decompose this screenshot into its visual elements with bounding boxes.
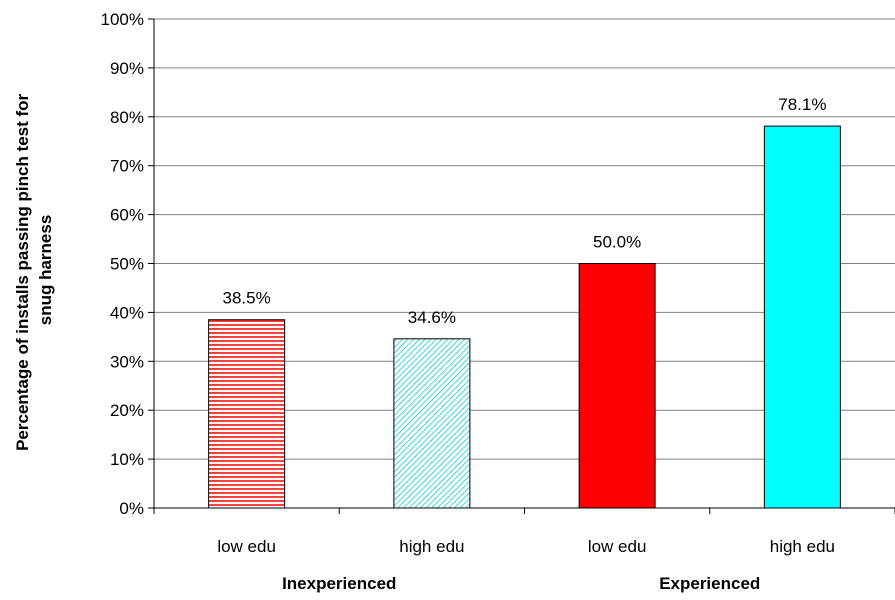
- bar-1: [208, 319, 286, 509]
- x-category-label: low edu: [217, 537, 276, 556]
- y-tick-label: 40%: [110, 303, 144, 322]
- y-tick-label: 0%: [119, 499, 144, 518]
- y-axis-title: Percentage of installs passing pinch tes…: [13, 89, 55, 451]
- x-group-label: Inexperienced: [282, 574, 396, 593]
- y-tick-label: 60%: [110, 206, 144, 225]
- y-tick-label: 80%: [110, 108, 144, 127]
- y-axis-title-line-2: snug harness: [36, 215, 55, 326]
- bar-2: [393, 338, 471, 509]
- data-label: 38.5%: [223, 289, 271, 308]
- x-axis: low edu high edu low edu high eduInexperien…: [153, 507, 895, 593]
- x-group-label: Experienced: [659, 574, 760, 593]
- y-tick-label: 10%: [110, 450, 144, 469]
- bar-4: [763, 125, 841, 509]
- y-axis: 0% 10% 20% 30% 40% 50% 60% 70% 80% 90% 100%: [101, 10, 155, 518]
- bar-3: [578, 263, 656, 509]
- x-category-label: low edu: [588, 537, 647, 556]
- y-axis-title-line-1: Percentage of installs passing pinch tes…: [13, 93, 32, 450]
- y-tick-label: 20%: [110, 401, 144, 420]
- data-label: 34.6%: [408, 308, 456, 327]
- y-tick-label: 100%: [101, 10, 144, 29]
- x-category-label: high edu: [399, 537, 464, 556]
- y-tick-label: 50%: [110, 255, 144, 274]
- data-label: 78.1%: [778, 95, 826, 114]
- data-label: 50.0%: [593, 233, 641, 252]
- y-tick-label: 90%: [110, 59, 144, 78]
- y-tick-label: 30%: [110, 352, 144, 371]
- bars: [208, 125, 841, 509]
- y-tick-label: 70%: [110, 157, 144, 176]
- x-category-label: high edu: [770, 537, 835, 556]
- data-labels: 38.5% 34.6% 50.0% 78.1%: [223, 95, 827, 327]
